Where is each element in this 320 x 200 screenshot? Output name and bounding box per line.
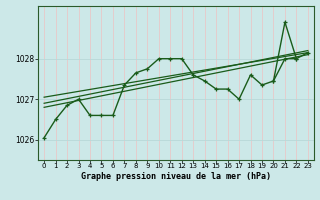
X-axis label: Graphe pression niveau de la mer (hPa): Graphe pression niveau de la mer (hPa): [81, 172, 271, 181]
